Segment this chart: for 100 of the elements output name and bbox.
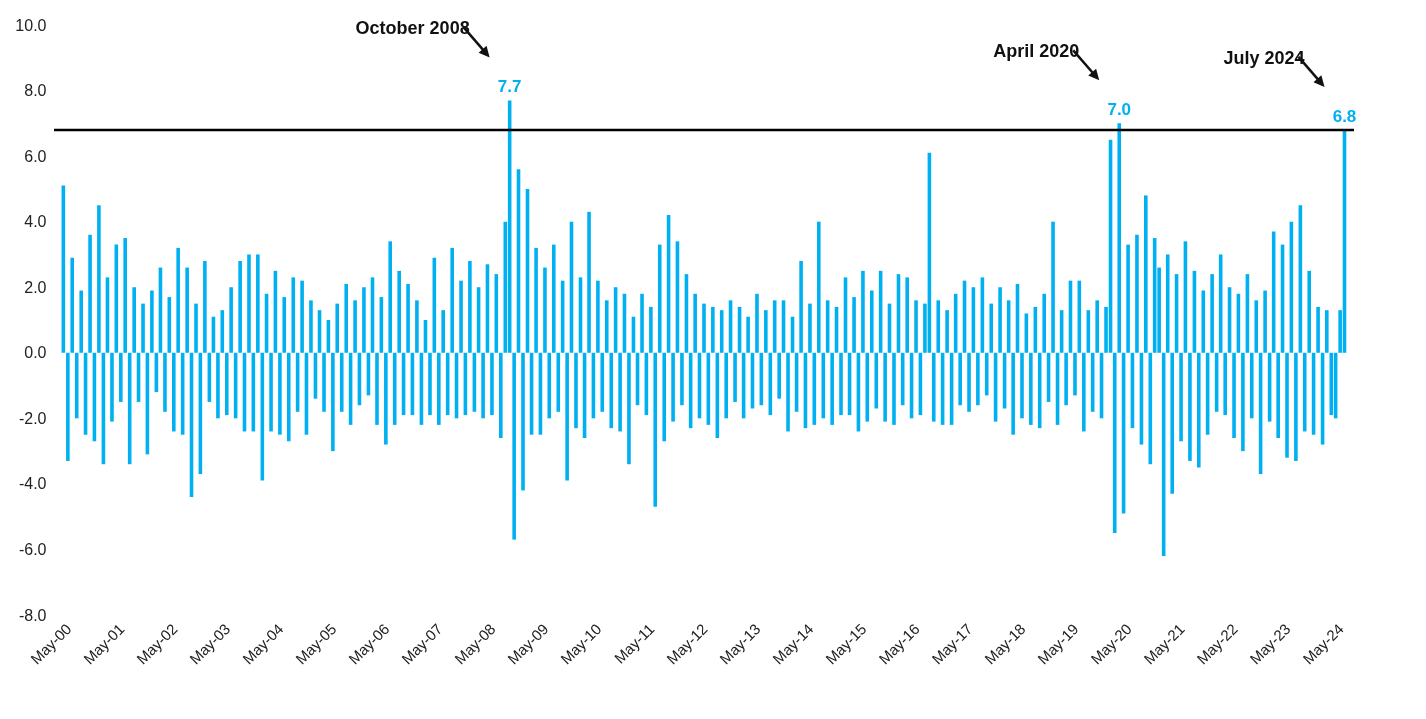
y-tick-label: -6.0 bbox=[18, 540, 47, 558]
bar bbox=[353, 300, 357, 353]
bar bbox=[936, 300, 941, 353]
y-tick-label: 2.0 bbox=[24, 278, 47, 296]
bar bbox=[141, 303, 145, 353]
bar bbox=[693, 293, 697, 353]
bar bbox=[1316, 306, 1320, 353]
bar bbox=[229, 287, 233, 353]
bar bbox=[415, 300, 419, 353]
bar bbox=[662, 352, 667, 442]
y-tick-label: -8.0 bbox=[18, 606, 47, 624]
bar bbox=[397, 270, 402, 353]
bar bbox=[1170, 352, 1175, 494]
bar bbox=[309, 300, 313, 353]
bar bbox=[172, 352, 176, 432]
bar bbox=[596, 280, 600, 353]
bar bbox=[852, 297, 856, 353]
bar bbox=[1196, 352, 1201, 468]
bar bbox=[998, 287, 1002, 353]
bar bbox=[521, 352, 525, 491]
bar bbox=[1011, 352, 1015, 435]
bar bbox=[150, 290, 154, 353]
bar bbox=[1201, 290, 1206, 353]
bar bbox=[163, 352, 167, 412]
bar bbox=[291, 277, 296, 353]
bar bbox=[392, 352, 397, 425]
bar bbox=[1329, 352, 1334, 416]
bar bbox=[967, 352, 971, 412]
bar bbox=[604, 300, 609, 353]
bar bbox=[1112, 352, 1117, 534]
bar bbox=[945, 310, 949, 353]
bar bbox=[282, 297, 287, 353]
y-tick-label: 10.0 bbox=[15, 16, 47, 34]
bar bbox=[247, 254, 251, 353]
bar bbox=[1029, 352, 1033, 425]
bar bbox=[339, 352, 344, 412]
bar bbox=[618, 352, 622, 432]
bar bbox=[441, 310, 445, 353]
data-label: 7.7 bbox=[497, 77, 522, 97]
bar bbox=[1020, 352, 1024, 419]
bar bbox=[931, 352, 936, 422]
bar bbox=[1188, 352, 1192, 461]
data-label: 7.0 bbox=[1107, 100, 1132, 120]
bar bbox=[786, 352, 790, 432]
bar bbox=[1135, 234, 1139, 353]
bar bbox=[830, 352, 834, 425]
bar bbox=[97, 205, 101, 353]
bar bbox=[551, 244, 556, 353]
bar bbox=[1307, 270, 1312, 353]
bar bbox=[640, 293, 644, 353]
bar bbox=[119, 352, 123, 402]
bar bbox=[1117, 123, 1122, 353]
bar bbox=[1073, 352, 1077, 396]
bar bbox=[1263, 290, 1267, 353]
bar bbox=[388, 241, 393, 353]
bar bbox=[547, 352, 552, 419]
bar bbox=[976, 352, 980, 406]
bar bbox=[587, 211, 591, 353]
bar bbox=[817, 221, 821, 353]
bar bbox=[627, 352, 631, 465]
bar bbox=[1294, 352, 1298, 461]
bar bbox=[74, 352, 79, 419]
bar bbox=[110, 352, 114, 422]
bar bbox=[653, 352, 658, 507]
bar bbox=[481, 352, 485, 419]
bar bbox=[565, 352, 569, 481]
bar bbox=[1324, 310, 1329, 353]
bar bbox=[984, 352, 989, 396]
bar bbox=[1302, 352, 1307, 432]
bar bbox=[185, 267, 189, 353]
bar bbox=[733, 352, 737, 402]
bar bbox=[331, 352, 335, 452]
bar bbox=[362, 287, 366, 353]
bar bbox=[278, 352, 282, 435]
bar bbox=[1165, 254, 1170, 353]
annotation: October 2008 bbox=[355, 18, 470, 39]
bar bbox=[322, 352, 326, 412]
y-tick-label: 0.0 bbox=[24, 344, 47, 362]
y-tick-label: 4.0 bbox=[24, 213, 47, 231]
bar bbox=[1254, 300, 1259, 353]
bar bbox=[777, 352, 781, 399]
bar bbox=[892, 352, 896, 425]
bar bbox=[499, 352, 503, 438]
bar bbox=[1042, 293, 1047, 353]
bar bbox=[256, 254, 260, 353]
bar bbox=[344, 283, 349, 353]
bar bbox=[755, 293, 759, 353]
bar bbox=[1064, 352, 1068, 406]
bar bbox=[428, 352, 432, 416]
bar bbox=[746, 316, 750, 353]
bar bbox=[1082, 352, 1086, 432]
bar bbox=[238, 261, 242, 353]
bar bbox=[79, 290, 84, 353]
bar bbox=[66, 352, 70, 461]
bar bbox=[719, 310, 724, 353]
bar bbox=[300, 280, 304, 353]
bar bbox=[1232, 352, 1236, 438]
bar bbox=[1285, 352, 1289, 458]
data-label: 6.8 bbox=[1332, 106, 1357, 126]
bar bbox=[375, 352, 379, 425]
